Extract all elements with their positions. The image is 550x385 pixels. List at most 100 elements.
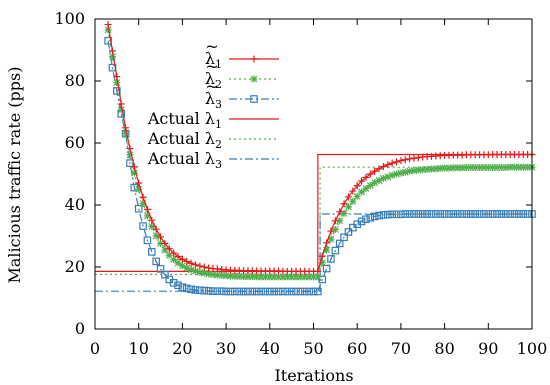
series-3-point [362, 215, 370, 224]
series-2-point [515, 163, 523, 171]
series-3-point [314, 287, 322, 296]
series-3-point [161, 270, 169, 279]
series-3-point [445, 210, 453, 218]
series-2-point [484, 163, 492, 171]
series-3-point [200, 286, 209, 295]
series-3-point [423, 210, 431, 218]
series-1-point [104, 21, 112, 29]
series-3-point [501, 210, 510, 218]
series-2-point [314, 273, 322, 281]
series-3-point [309, 287, 318, 296]
series-1-point [393, 158, 401, 166]
legend-entry-1: λ1~ [205, 37, 279, 71]
series-2-point [157, 239, 165, 247]
series-3-point [113, 87, 121, 95]
series-2-point [205, 270, 213, 278]
series-2-point [388, 171, 396, 179]
series-3-point [261, 287, 270, 296]
series-3-point [222, 287, 230, 296]
series-2-point [126, 151, 134, 159]
series-1-point [371, 167, 379, 175]
x-axis-label: Iterations [274, 366, 353, 385]
series-3-point [515, 210, 523, 218]
series-1-point [323, 239, 331, 247]
series-2-point [279, 273, 287, 281]
series-3-point [257, 287, 265, 296]
series-2-point [406, 167, 414, 175]
series-3-point [196, 286, 204, 295]
legend-sample-marker [250, 75, 258, 83]
series-3-point [449, 210, 458, 218]
series-3-point [248, 287, 257, 296]
series-2-point [257, 273, 265, 281]
series-3-point [414, 210, 423, 218]
series-1-point [108, 47, 116, 55]
series-2-point [353, 192, 361, 200]
series-2-point [323, 246, 331, 254]
series-3-point [471, 210, 479, 218]
series-3-point [418, 210, 427, 218]
y-axis-label: Malicious traffic rate (pps) [5, 67, 24, 284]
x-tick-label: 40 [260, 339, 280, 358]
series-2-point [170, 256, 178, 264]
series-3-point [458, 210, 466, 218]
series-1-point [344, 193, 352, 201]
x-tick-label: 30 [216, 339, 236, 358]
series-2-point [401, 168, 409, 176]
series-2-point [414, 166, 422, 174]
series-1-point [358, 177, 366, 185]
series-3-point [475, 210, 484, 218]
series-3-point [152, 257, 160, 266]
series-3-point [436, 210, 445, 218]
legend-label: λ1 [205, 49, 222, 71]
series-2-point [275, 273, 283, 281]
legend-tilde: ~ [205, 57, 218, 76]
x-tick-label: 10 [129, 339, 149, 358]
series-2-point [161, 246, 169, 254]
series-3-point [217, 287, 226, 295]
series-3-point [296, 287, 305, 296]
series-3-point [366, 213, 375, 222]
series-3-point [134, 204, 143, 213]
series-2-point [471, 163, 479, 171]
series-2-point [139, 199, 147, 207]
legend-label: λ2 [205, 69, 222, 91]
series-3-point [488, 210, 497, 218]
series-3-point [388, 210, 396, 219]
series-5 [95, 166, 532, 276]
series-2-point [222, 272, 230, 280]
series-3-point [174, 281, 182, 290]
series-2-point [143, 212, 151, 220]
series-2-point [327, 235, 335, 243]
series-1-point [331, 217, 339, 225]
series-2-point [427, 165, 435, 173]
series-2-point [213, 271, 221, 279]
legend-entry-4: Actual λ1 [147, 109, 279, 131]
series-3-point [480, 210, 488, 218]
series-2-point [506, 163, 514, 171]
series-3-point [510, 210, 519, 218]
series-3-point [392, 210, 401, 219]
series-2-point [410, 167, 418, 175]
series-3-point [397, 210, 405, 219]
series-2-point [288, 273, 296, 281]
series-3-point [318, 275, 327, 284]
series-1-point [327, 227, 335, 235]
series-2-point [432, 165, 440, 173]
x-tick-label: 50 [303, 339, 323, 358]
series-1-point [170, 249, 178, 257]
series-3-point [493, 210, 501, 218]
x-tick-label: 20 [172, 339, 192, 358]
series-2-point [135, 185, 143, 193]
series-2-point [436, 164, 444, 172]
series-1-point [414, 154, 422, 162]
series-3-point [335, 239, 344, 248]
series-1-point [148, 216, 156, 224]
series-3-point [375, 211, 383, 220]
series-2-point [344, 203, 352, 211]
series-2-point [152, 232, 160, 240]
series-3-point [453, 210, 462, 218]
legend-tilde: ~ [205, 77, 218, 96]
series-1-point [143, 205, 151, 213]
